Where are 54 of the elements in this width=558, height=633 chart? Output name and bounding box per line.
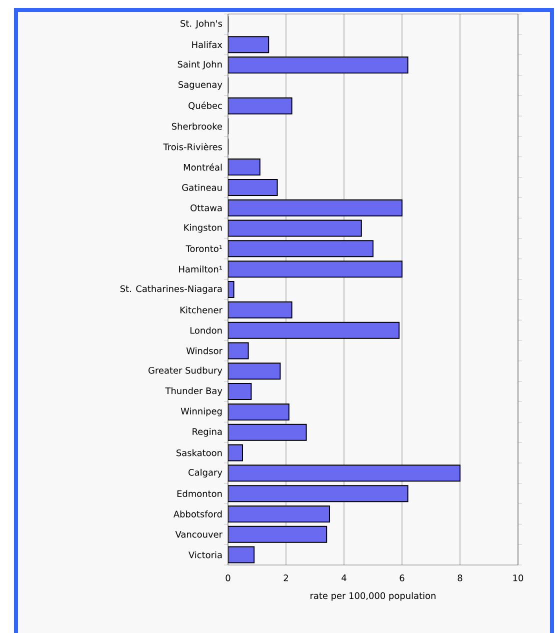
bar (228, 56, 408, 74)
bar (228, 97, 292, 114)
y-tick-label: Edmonton (177, 490, 222, 498)
x-axis-title: rate per 100,000 population (310, 592, 436, 601)
y-tick-label: Gatineau (182, 184, 222, 191)
bar (228, 301, 292, 318)
y-tick-label: St. John's (180, 20, 222, 29)
y-tick-label: St. Catharines-Niagara (120, 285, 222, 294)
y-tick-label: Saguenay (178, 81, 222, 90)
bar (228, 199, 402, 216)
y-tick-label: Calgary (188, 468, 222, 478)
x-tick-label: 0 (226, 574, 230, 582)
y-tick-label: Victoria (188, 551, 222, 558)
y-tick-label: Montréal (184, 163, 222, 171)
y-tick-label: Vancouver (175, 531, 222, 538)
y-tick-label: London (190, 326, 222, 334)
bar (228, 342, 249, 360)
bar (228, 464, 460, 482)
bar (228, 526, 328, 543)
y-tick-label: Trois-Rivières (163, 143, 222, 150)
bar (228, 403, 290, 420)
y-tick-label: Kitchener (180, 306, 222, 314)
x-tick-label: 8 (458, 574, 462, 582)
bar (228, 220, 362, 237)
x-tick-label: 10 (513, 574, 524, 582)
bar (228, 424, 307, 441)
y-tick-label: Greater Sudbury (148, 366, 222, 376)
bar (228, 36, 270, 54)
bar (228, 158, 260, 176)
y-tick-label: Saskatoon (176, 449, 222, 456)
y-tick-label: Toronto¹ (186, 245, 222, 252)
y-tick-label: Abbotsford (173, 510, 222, 518)
bar (228, 178, 278, 196)
x-tick-label: 6 (400, 574, 404, 582)
bar (228, 240, 374, 258)
bar (228, 322, 400, 339)
bar (228, 260, 402, 278)
y-tick-label: Hamilton¹ (179, 266, 222, 273)
bar (228, 546, 255, 564)
bar (228, 505, 330, 522)
y-tick-label: Windsor (186, 347, 222, 354)
bar (228, 362, 281, 380)
x-tick-label: 4 (342, 574, 346, 582)
y-tick-label: Kingston (184, 224, 222, 233)
y-tick-label: Halifax (192, 41, 222, 48)
y-tick-label: Ottawa (190, 204, 222, 212)
x-tick-label: 2 (284, 574, 288, 582)
y-tick-label: Sherbrooke (172, 122, 222, 130)
y-tick-label: Regina (192, 428, 222, 437)
y-tick-label: Thunder Bay (165, 387, 222, 396)
y-tick-label: Québec (188, 102, 222, 110)
y-tick-label: Saint John (178, 60, 222, 70)
y-tick-label: Winnipeg (180, 408, 222, 416)
bar (228, 485, 408, 502)
